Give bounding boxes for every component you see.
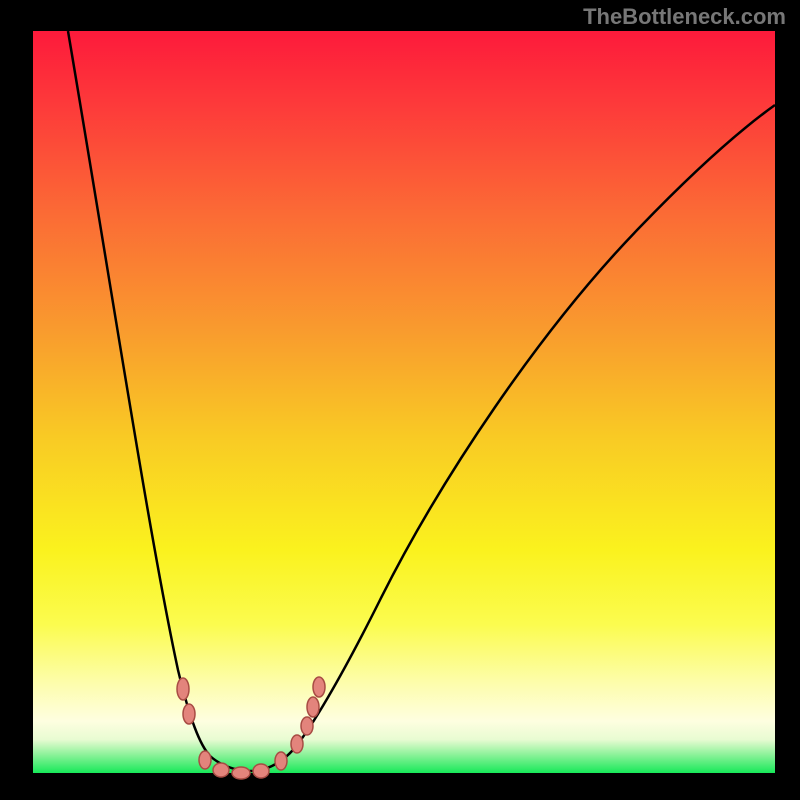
marker-point [253, 764, 269, 778]
marker-point [275, 752, 287, 770]
watermark-text: TheBottleneck.com [583, 4, 786, 30]
marker-point [199, 751, 211, 769]
marker-point [291, 735, 303, 753]
marker-point [213, 763, 229, 777]
marker-point [307, 697, 319, 717]
marker-point [232, 767, 250, 779]
marker-point [301, 717, 313, 735]
chart-container: TheBottleneck.com [0, 0, 800, 800]
gradient-panel [33, 31, 775, 773]
chart-svg [0, 0, 800, 800]
marker-point [183, 704, 195, 724]
marker-point [177, 678, 189, 700]
marker-point [313, 677, 325, 697]
